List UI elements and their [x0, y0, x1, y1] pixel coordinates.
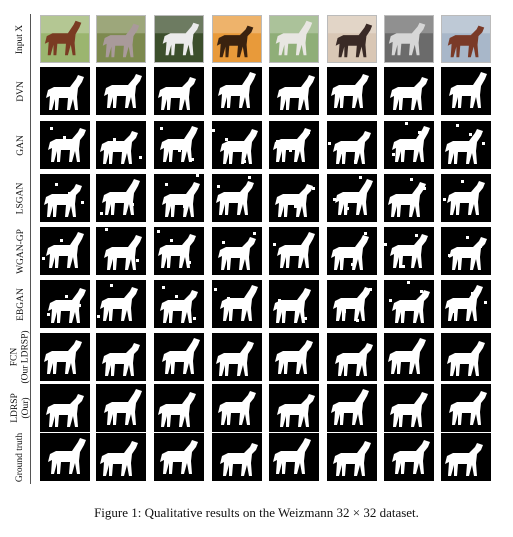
segmentation-mask	[269, 280, 319, 328]
segmentation-mask	[96, 67, 146, 115]
segmentation-mask	[441, 174, 491, 222]
segmentation-mask	[327, 174, 377, 222]
segmentation-mask	[96, 227, 146, 275]
row-label-line: FCN	[10, 347, 21, 367]
segmentation-mask	[269, 121, 319, 169]
segmentation-mask	[212, 333, 262, 381]
segmentation-mask	[269, 333, 319, 381]
row-label: LSGAN	[14, 174, 28, 222]
input-image	[212, 15, 262, 63]
segmentation-mask	[154, 174, 204, 222]
segmentation-mask	[40, 384, 90, 432]
row-label: GAN	[14, 121, 28, 169]
segmentation-mask	[212, 67, 262, 115]
segmentation-mask	[441, 433, 491, 481]
segmentation-mask	[441, 67, 491, 115]
segmentation-mask	[40, 174, 90, 222]
row-label: Ground truth	[14, 432, 28, 482]
segmentation-mask	[384, 333, 434, 381]
row-label: LDRSP (Our)	[10, 384, 31, 432]
segmentation-mask	[384, 280, 434, 328]
segmentation-mask	[441, 227, 491, 275]
segmentation-mask	[441, 384, 491, 432]
segmentation-mask	[384, 384, 434, 432]
segmentation-mask	[212, 227, 262, 275]
input-image	[96, 15, 146, 63]
segmentation-mask	[441, 280, 491, 328]
input-image	[327, 15, 377, 63]
segmentation-mask	[441, 121, 491, 169]
segmentation-mask	[154, 227, 204, 275]
segmentation-mask	[96, 174, 146, 222]
segmentation-mask	[327, 67, 377, 115]
row-label-line: DVN	[15, 80, 26, 102]
segmentation-mask	[327, 433, 377, 481]
row-label: EBGAN	[14, 280, 28, 328]
segmentation-mask	[384, 227, 434, 275]
segmentation-mask	[40, 121, 90, 169]
row-label-line: Ground truth	[15, 432, 26, 482]
segmentation-mask	[96, 280, 146, 328]
segmentation-mask	[327, 384, 377, 432]
segmentation-mask	[269, 67, 319, 115]
row-label-line: (Our)	[21, 397, 32, 419]
segmentation-mask	[96, 433, 146, 481]
segmentation-mask	[40, 333, 90, 381]
row-label: FCN (Our LDRSP)	[10, 330, 31, 383]
segmentation-mask	[384, 433, 434, 481]
segmentation-mask	[212, 433, 262, 481]
segmentation-mask	[384, 174, 434, 222]
segmentation-mask	[327, 280, 377, 328]
row-label: WGAN-GP	[14, 227, 28, 275]
segmentation-mask	[384, 67, 434, 115]
input-image	[384, 15, 434, 63]
segmentation-mask	[154, 333, 204, 381]
segmentation-mask	[212, 121, 262, 169]
segmentation-mask	[212, 280, 262, 328]
segmentation-mask	[154, 384, 204, 432]
row-axis-line	[30, 14, 31, 484]
row-label-line: LSGAN	[15, 182, 26, 214]
segmentation-mask	[384, 121, 434, 169]
segmentation-mask	[441, 333, 491, 381]
segmentation-mask	[96, 121, 146, 169]
segmentation-mask	[154, 67, 204, 115]
segmentation-mask	[212, 384, 262, 432]
row-label-line: LDRSP	[10, 393, 21, 423]
segmentation-mask	[96, 384, 146, 432]
segmentation-mask	[40, 67, 90, 115]
segmentation-mask	[154, 280, 204, 328]
figure-caption: Figure 1: Qualitative results on the Wei…	[94, 505, 419, 520]
segmentation-mask	[269, 174, 319, 222]
input-image	[40, 15, 90, 63]
row-label-line: EBGAN	[15, 287, 26, 321]
segmentation-mask	[154, 121, 204, 169]
segmentation-mask	[40, 433, 90, 481]
input-image	[154, 15, 204, 63]
segmentation-mask	[40, 280, 90, 328]
segmentation-mask	[327, 333, 377, 381]
row-label: Input X	[14, 15, 28, 63]
row-label-line: WGAN-GP	[15, 228, 26, 274]
row-label-line: (Our LDRSP)	[21, 330, 32, 384]
segmentation-mask	[327, 227, 377, 275]
segmentation-mask	[269, 384, 319, 432]
segmentation-mask	[212, 174, 262, 222]
segmentation-mask	[96, 333, 146, 381]
segmentation-mask	[154, 433, 204, 481]
row-label: DVN	[14, 67, 28, 115]
segmentation-mask	[269, 433, 319, 481]
segmentation-mask	[269, 227, 319, 275]
segmentation-mask	[327, 121, 377, 169]
segmentation-mask	[40, 227, 90, 275]
input-image	[269, 15, 319, 63]
row-label-line: Input X	[15, 24, 26, 54]
row-label-line: GAN	[15, 134, 26, 156]
input-image	[441, 15, 491, 63]
